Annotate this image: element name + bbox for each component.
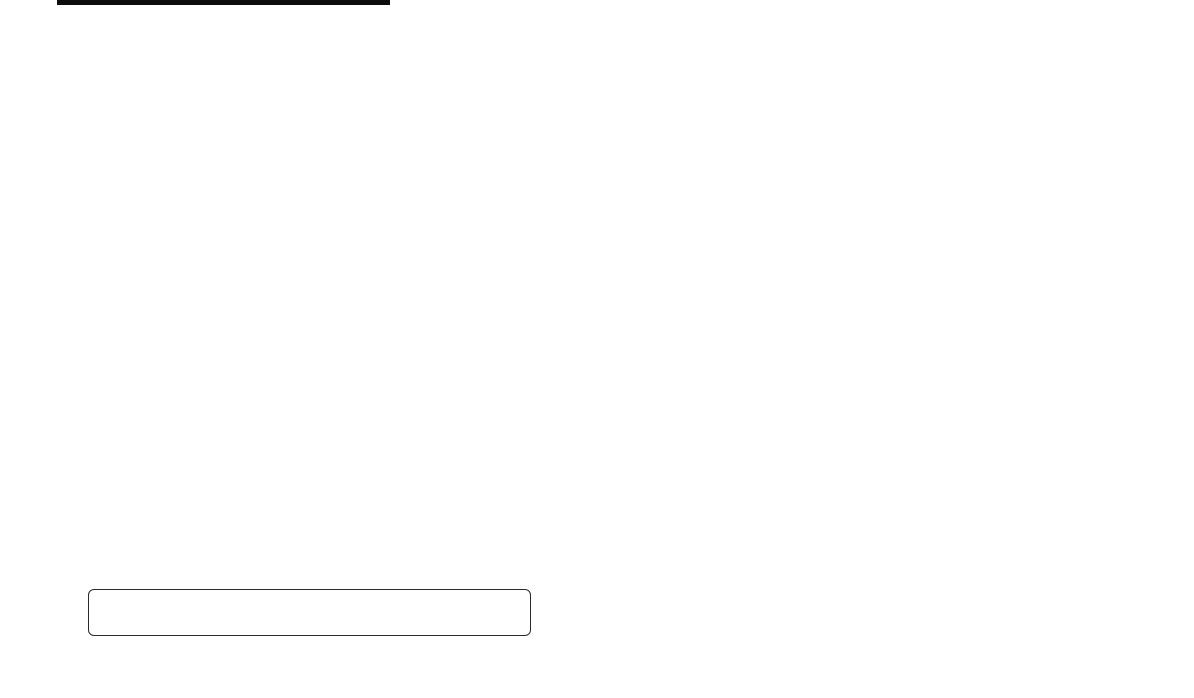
- top-bar-fragment: [57, 0, 390, 5]
- legend-item-treasury: [96, 593, 520, 612]
- legend-swatch-reserves: [96, 616, 108, 628]
- legend-item-reserves: [96, 612, 520, 631]
- legend-swatch-treasury: [96, 597, 108, 609]
- legend-box: [88, 589, 531, 636]
